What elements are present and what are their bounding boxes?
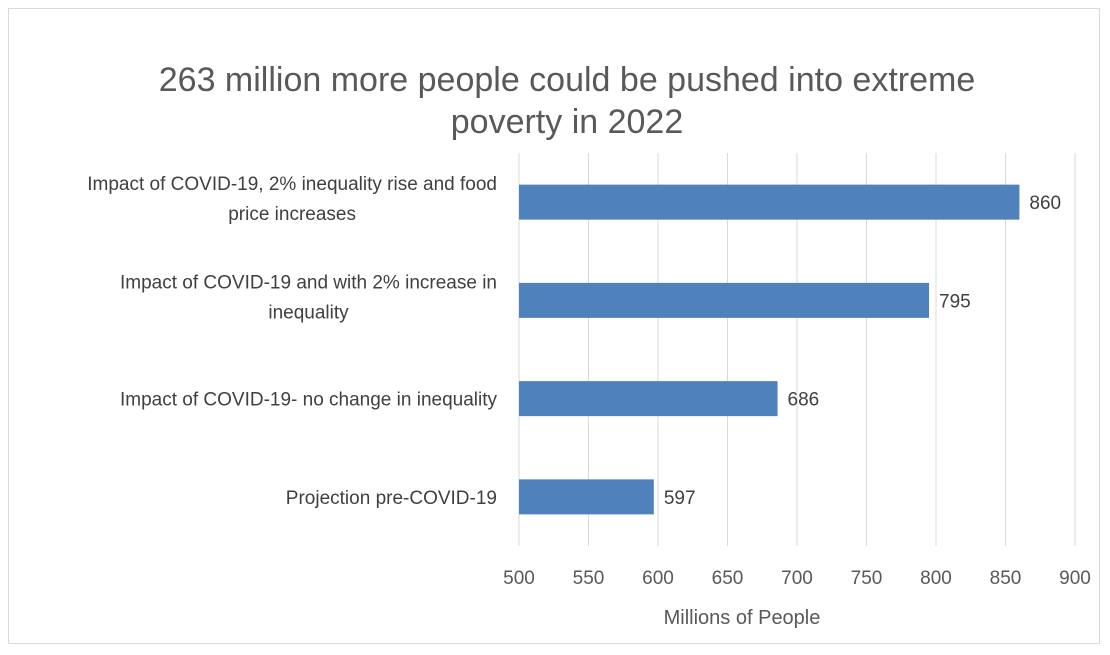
x-tick-label-700: 700 <box>781 568 813 589</box>
data-label-2: 795 <box>939 291 971 312</box>
x-tick-label-500: 500 <box>503 568 535 589</box>
data-labels: 860 795 686 597 <box>664 193 1061 509</box>
x-tick-label-650: 650 <box>712 568 744 589</box>
x-axis-title: Millions of People <box>664 607 821 629</box>
x-tick-label-550: 550 <box>573 568 605 589</box>
chart-title-line-2: poverty in 2022 <box>451 103 684 141</box>
data-label-3: 686 <box>788 390 820 411</box>
data-label-1: 860 <box>1029 193 1061 214</box>
bar-1 <box>519 184 1020 220</box>
x-tick-label-850: 850 <box>990 568 1022 589</box>
bars <box>519 184 1020 515</box>
category-label-1-line-2: price increases <box>228 204 356 225</box>
x-tick-label-900: 900 <box>1059 568 1091 589</box>
category-label-1-line-1: Impact of COVID-19, 2% inequality rise a… <box>87 174 497 195</box>
x-tick-labels: 500 550 600 650 700 750 800 850 900 <box>503 568 1091 589</box>
chart-frame: 263 million more people could be pushed … <box>8 8 1100 644</box>
bar-3 <box>519 381 778 417</box>
x-tick-label-800: 800 <box>920 568 952 589</box>
category-labels: Impact of COVID-19, 2% inequality rise a… <box>87 174 497 509</box>
chart-title-line-1: 263 million more people could be pushed … <box>159 61 976 99</box>
bar-4 <box>519 479 654 515</box>
x-tick-label-750: 750 <box>851 568 883 589</box>
data-label-4: 597 <box>664 488 696 509</box>
category-label-4-line-1: Projection pre-COVID-19 <box>286 488 497 509</box>
chart-title: 263 million more people could be pushed … <box>159 61 976 141</box>
category-label-2-line-1: Impact of COVID-19 and with 2% increase … <box>120 272 497 293</box>
x-tick-label-600: 600 <box>642 568 674 589</box>
category-label-2-line-2: inequality <box>268 302 349 323</box>
bar-2 <box>519 282 930 318</box>
bar-chart: 263 million more people could be pushed … <box>87 61 1091 629</box>
category-label-3-line-1: Impact of COVID-19- no change in inequal… <box>120 390 498 411</box>
